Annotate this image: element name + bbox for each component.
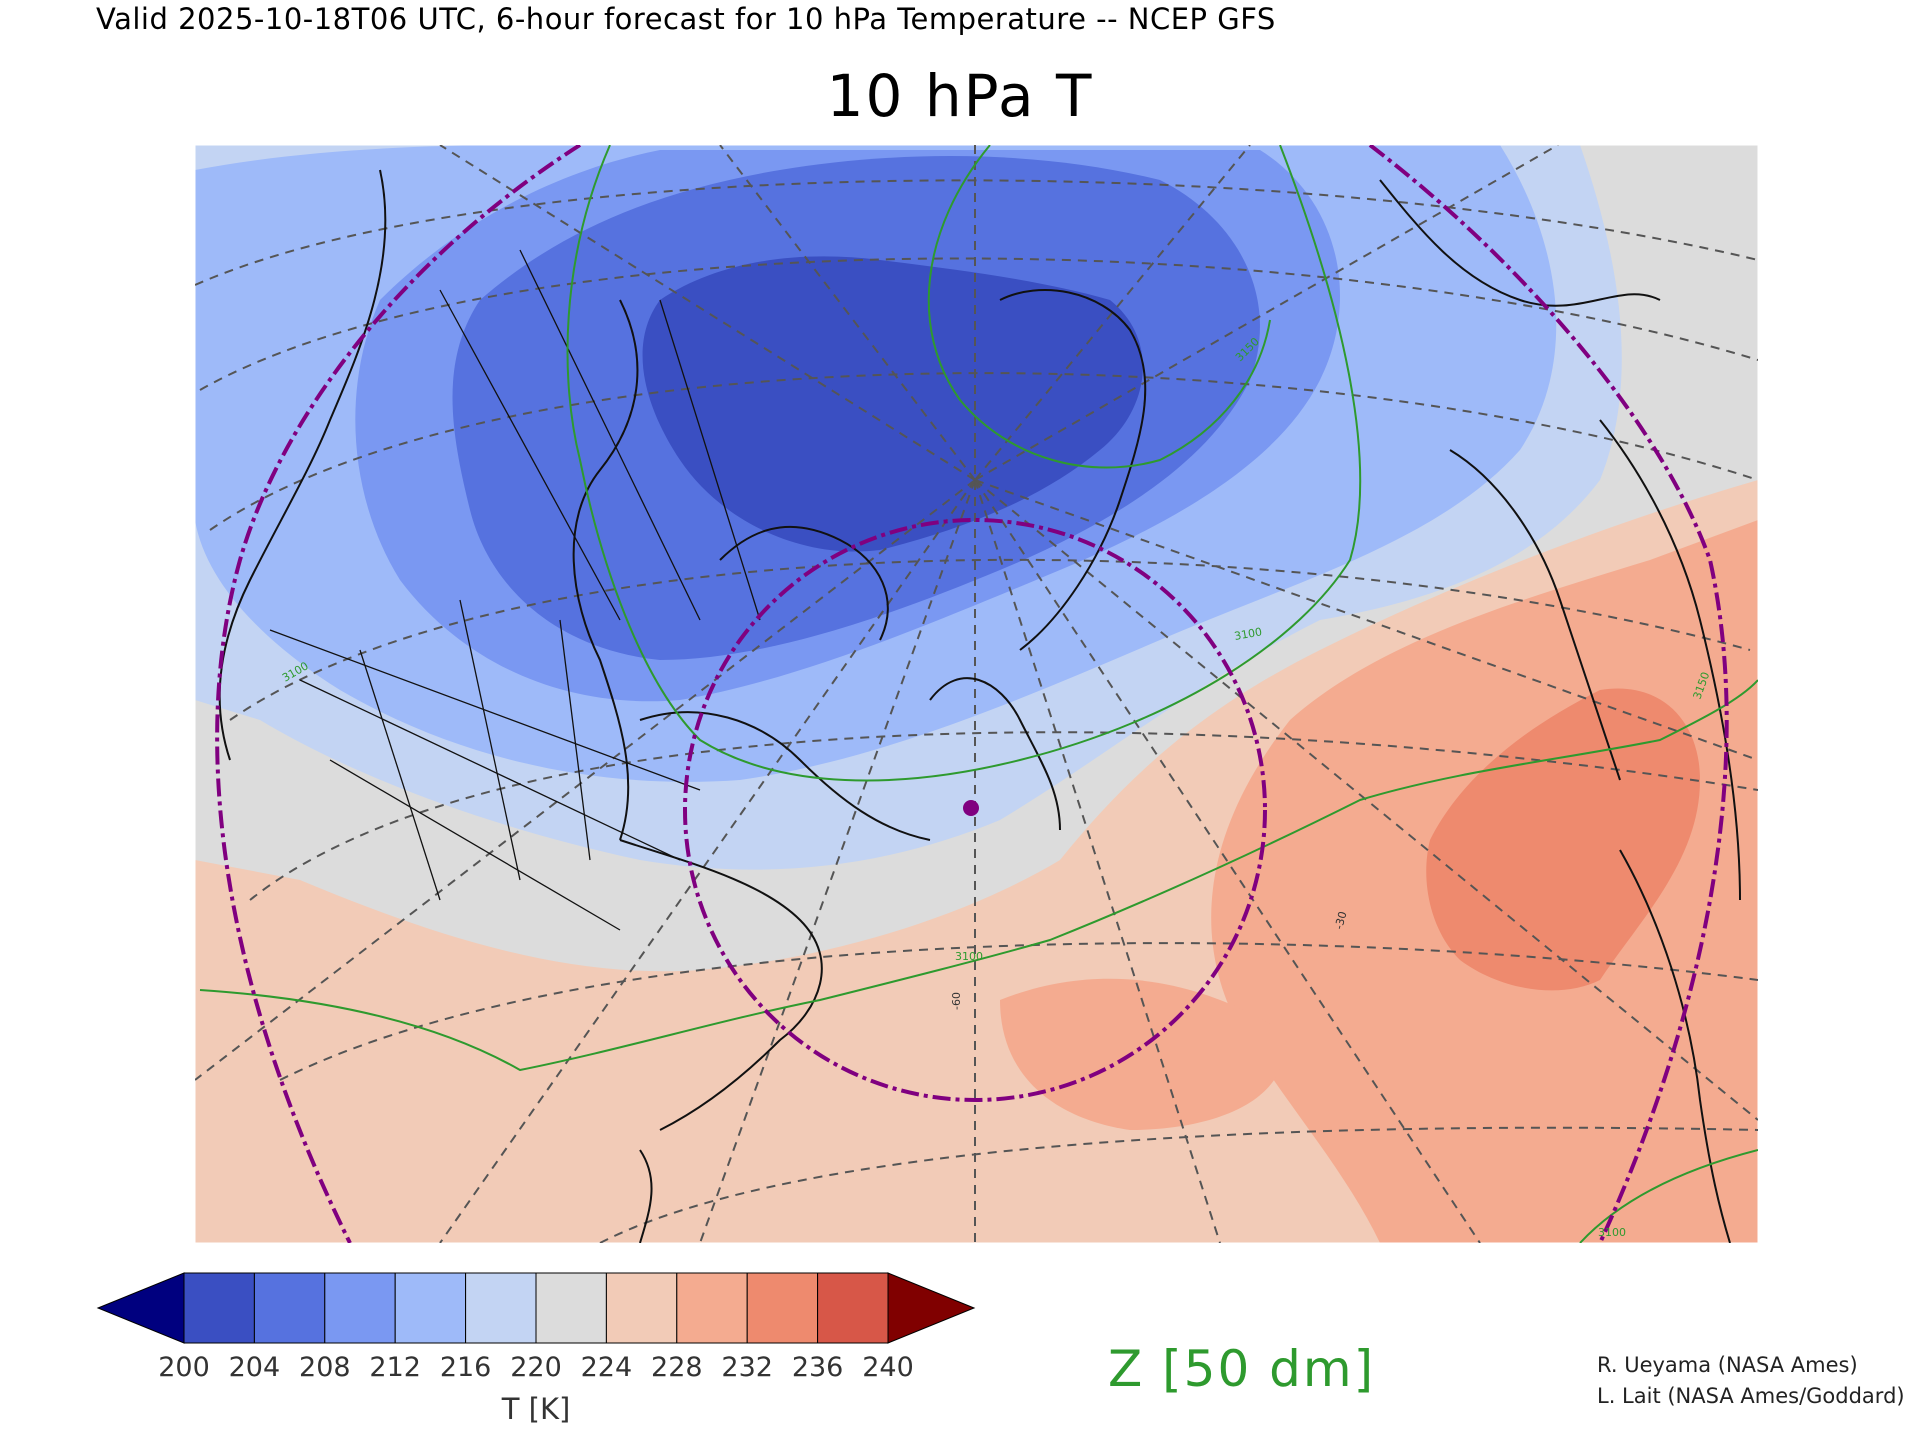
valid-time-header: Valid 2025-10-18T06 UTC, 6-hour forecast… <box>96 2 1276 36</box>
credit-line-2: L. Lait (NASA Ames/Goddard) <box>1597 1384 1905 1408</box>
graticule <box>195 145 1758 1243</box>
height-contours <box>199 145 1758 1243</box>
colorbar-box <box>605 1272 678 1344</box>
colorbar-box <box>676 1272 748 1344</box>
colorbar-under-triangle <box>96 1272 185 1344</box>
field-200 <box>642 256 1143 552</box>
ring-outer <box>215 145 582 1243</box>
colorbar-tick-label: 200 <box>158 1352 210 1383</box>
political-borders <box>269 249 761 931</box>
colorbar <box>96 1272 976 1344</box>
colorbar-tick-label: 236 <box>791 1352 844 1383</box>
colorbar-tick-label: 228 <box>651 1352 703 1383</box>
lon-label: -60 <box>950 992 963 1010</box>
colorbar-tick-label: 232 <box>721 1352 773 1383</box>
colorbar-boxes <box>183 1272 889 1344</box>
colorbar-over-triangle <box>887 1272 976 1344</box>
colorbar-tick-label: 208 <box>299 1352 351 1383</box>
colorbar-box <box>324 1272 396 1344</box>
field-236-east <box>1426 688 1700 991</box>
colorbar-box <box>817 1272 889 1344</box>
temperature-field <box>195 145 1758 1243</box>
ring-outer-east <box>1368 145 1729 1243</box>
colorbar-tick-label: 212 <box>369 1352 421 1383</box>
colorbar-box <box>394 1272 467 1344</box>
colorbar-box <box>746 1272 819 1344</box>
contour-label: 3100 <box>955 950 983 963</box>
graticule-labels: -60 -30 <box>950 910 1350 1010</box>
contour-3150 <box>927 145 1271 469</box>
coastlines <box>218 169 1741 1243</box>
field-232-atlantic <box>1000 978 1284 1130</box>
map-frame <box>194 144 1759 1244</box>
contour-label: 3100 <box>1598 1226 1626 1239</box>
contour-label: 3100 <box>1233 625 1263 643</box>
colorbar-tick-label: 240 <box>862 1352 914 1383</box>
contour-3100-south <box>199 679 1758 1072</box>
colorbar-box <box>253 1272 326 1344</box>
lon-label: -30 <box>1332 910 1349 931</box>
colorbar-tick-label: 220 <box>510 1352 562 1383</box>
reference-rings <box>215 145 1729 1243</box>
colorbar-box <box>183 1272 255 1344</box>
map-title: 10 hPa T <box>826 62 1094 130</box>
credit-line-1: R. Ueyama (NASA Ames) <box>1597 1353 1858 1377</box>
contour-3100-southeast <box>1579 1149 1758 1243</box>
ring-inner <box>683 518 1267 1102</box>
colorbar-tick-label: 204 <box>228 1352 281 1383</box>
contour-3100-inner <box>566 145 1362 782</box>
contour-legend: Z [50 dm] <box>1108 1340 1376 1398</box>
colorbar-tick-label: 224 <box>580 1352 633 1383</box>
colorbar-box <box>535 1272 607 1344</box>
location-marker <box>963 800 979 816</box>
colorbar-box <box>465 1272 537 1344</box>
colorbar-tick-label: 216 <box>439 1352 492 1383</box>
colorbar-units: T [K] <box>501 1392 571 1426</box>
